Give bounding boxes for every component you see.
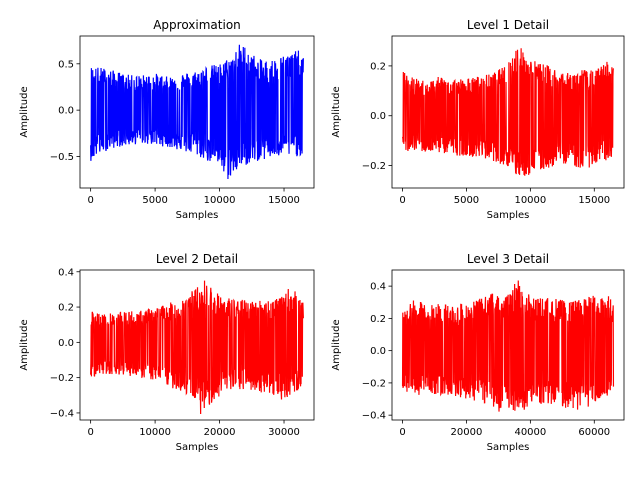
x-axis-label: Samples <box>176 442 219 453</box>
y-tick-label: 0.4 <box>370 282 386 293</box>
x-axis-label: Samples <box>487 442 530 453</box>
y-tick-label: 0.2 <box>58 303 74 314</box>
y-tick-label: 0.0 <box>370 111 386 122</box>
subplot-2: 0 5000 10000 15000 −0.2 0.0 0.2 Level 1 Detail S… <box>331 18 625 221</box>
subplot-title: Level 1 Detail <box>467 18 549 32</box>
x-tick-label: 15000 <box>578 195 610 206</box>
axes-frame <box>391 35 625 189</box>
x-tick-label: 20000 <box>204 427 236 438</box>
x-tick-label: 30000 <box>268 427 300 438</box>
x-tick-label: 10000 <box>139 427 171 438</box>
axes-frame <box>79 269 315 421</box>
x-axis-label: Samples <box>487 210 530 221</box>
y-tick-label: 0.5 <box>58 59 74 70</box>
y-tick-label: 0.2 <box>370 61 386 72</box>
subplot-3: 0 10000 20000 30000 −0.4 −0.2 0.0 0.2 0.4 Level 2… <box>19 252 315 453</box>
subplot-title: Level 2 Detail <box>156 252 238 266</box>
x-tick-label: 60000 <box>578 427 610 438</box>
y-axis-label: Amplitude <box>331 86 342 137</box>
x-tick-label: 0 <box>87 195 93 206</box>
y-tick-label: −0.2 <box>362 378 386 389</box>
x-tick-label: 5000 <box>142 195 167 206</box>
y-tick-label: 0.2 <box>370 314 386 325</box>
x-tick-label: 0 <box>399 427 405 438</box>
y-tick-label: 0.0 <box>58 106 74 117</box>
x-axis-label: Samples <box>176 210 219 221</box>
signal-line <box>401 280 615 412</box>
y-tick-label: 0.0 <box>58 338 74 349</box>
y-tick-label: −0.5 <box>50 152 74 163</box>
y-axis-label: Amplitude <box>19 86 30 137</box>
signal-line <box>401 48 615 176</box>
y-tick-label: −0.2 <box>50 373 74 384</box>
subplot-title: Level 3 Detail <box>467 252 549 266</box>
subplot-1: 0 5000 10000 15000 −0.5 0.0 0.5 Approximation Sa… <box>19 18 315 221</box>
subplot-title: Approximation <box>153 18 241 32</box>
x-tick-label: 10000 <box>514 195 546 206</box>
y-axis-label: Amplitude <box>331 319 342 370</box>
y-tick-label: 0.4 <box>58 267 74 278</box>
y-tick-label: −0.2 <box>362 161 386 172</box>
signal-line <box>90 44 304 180</box>
subplot-4: 0 20000 40000 60000 −0.4 −0.2 0.0 0.2 0.4 Level 3… <box>331 252 625 453</box>
y-tick-label: −0.4 <box>50 408 74 419</box>
y-tick-label: −0.4 <box>362 411 386 422</box>
x-tick-label: 5000 <box>454 195 479 206</box>
y-tick-label: 0.0 <box>370 346 386 357</box>
axes-frame <box>391 269 625 421</box>
x-tick-label: 10000 <box>204 195 236 206</box>
x-tick-label: 0 <box>87 427 93 438</box>
x-tick-label: 0 <box>399 195 405 206</box>
signal-line <box>90 280 304 415</box>
x-tick-label: 40000 <box>514 427 546 438</box>
x-tick-label: 15000 <box>268 195 300 206</box>
x-tick-label: 20000 <box>451 427 483 438</box>
y-axis-label: Amplitude <box>19 319 30 370</box>
axes-frame <box>79 35 315 189</box>
